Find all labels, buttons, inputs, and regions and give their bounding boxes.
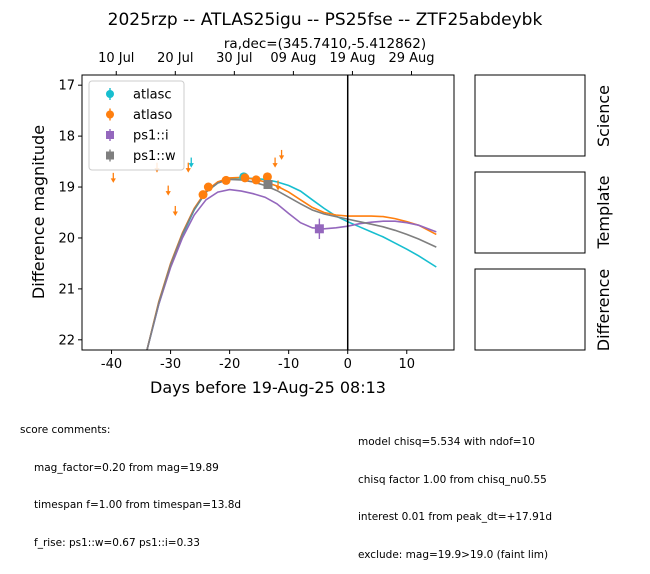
- point-marker: [221, 175, 231, 185]
- template-panel: [474, 171, 586, 254]
- difference-panel: [474, 268, 586, 351]
- upper-limit-arrow: [272, 157, 278, 168]
- x-tick-label: 0: [344, 357, 352, 372]
- data-point: [263, 179, 273, 189]
- upper-limit-head: [272, 163, 278, 168]
- legend-label: atlaso: [133, 108, 172, 123]
- plot-area: -40 -30 -20 -10 0 10 17 18 19 20 21 22 10 Jul 20 Jul 3…: [58, 51, 437, 372]
- score-comment-line: mag_factor=0.20 from mag=19.89: [34, 461, 219, 474]
- point-marker: [198, 190, 208, 200]
- legend-entry: atlaso: [106, 108, 172, 123]
- y-tick-label: 19: [58, 181, 75, 196]
- lightcurve-figure: 2025rzp -- ATLAS25igu -- PS25fse -- ZTF2…: [29, 10, 613, 397]
- x-tick-label: -10: [278, 357, 299, 372]
- point-marker: [262, 172, 272, 182]
- data-point: [198, 190, 208, 200]
- y-axis-label: Difference magnitude: [29, 125, 48, 299]
- data-point: [262, 172, 272, 182]
- model-curve-ps1--w: [146, 178, 437, 350]
- data-point: [314, 218, 324, 239]
- score-comment-line: f_rise: ps1::w=0.67 ps1::i=0.33: [34, 536, 200, 549]
- score-comments: score comments: mag_factor=0.20 from mag…: [20, 399, 241, 562]
- upper-limit-arrow: [110, 172, 116, 183]
- model-curve-atlasc: [146, 177, 437, 350]
- data-point: [221, 175, 231, 185]
- upper-limit-head: [185, 168, 191, 173]
- data-point: [240, 173, 250, 183]
- y-tick-label: 17: [58, 79, 75, 94]
- legend-box: [88, 80, 185, 171]
- model-curve-ps1--i: [146, 188, 437, 350]
- model-comments: model chisq=5.534 with ndof=10 chisq fac…: [358, 411, 552, 574]
- y-tick-label: 18: [58, 130, 75, 145]
- data-point: [251, 175, 261, 185]
- model-comment-line: exclude: mag=19.9>19.0 (faint lim): [358, 548, 549, 561]
- upper-limit-arrow: [172, 205, 178, 216]
- upper-limit-head: [275, 185, 281, 191]
- point-marker: [251, 175, 261, 185]
- legend-label: ps1::i: [133, 129, 169, 144]
- upper-limit-arrow: [278, 149, 285, 160]
- x-tick-label: -20: [219, 357, 240, 372]
- score-comment-line: timespan f=1.00 from timespan=13.8d: [34, 499, 242, 511]
- point-marker: [203, 182, 213, 192]
- figure-title: 2025rzp -- ATLAS25igu -- PS25fse -- ZTF2…: [108, 10, 543, 30]
- template-panel-label: Template: [594, 175, 613, 249]
- plot-clip-group: [110, 149, 437, 350]
- upper-limit-arrow: [165, 185, 171, 196]
- upper-limit-arrow: [185, 162, 191, 173]
- legend-marker: [106, 131, 114, 139]
- top-date-label: 29 Aug: [388, 51, 434, 66]
- legend-label: ps1::w: [133, 149, 176, 164]
- legend-label: atlasc: [133, 88, 172, 103]
- upper-limit-arrow: [275, 180, 281, 191]
- top-date-label: 30 Jul: [216, 51, 252, 66]
- legend-marker: [106, 90, 114, 98]
- model-comment-line: chisq factor 1.00 from chisq_nu0.55: [358, 473, 547, 486]
- upper-limit-arrow: [188, 157, 194, 168]
- top-date-label: 09 Aug: [270, 51, 316, 66]
- score-comments-header: score comments:: [20, 424, 111, 436]
- upper-limit-head: [110, 178, 116, 183]
- legend-entry: ps1::w: [106, 149, 176, 164]
- x-tick-label: 10: [398, 357, 415, 372]
- x-axis-label: Days before 19-Aug-25 08:13: [150, 378, 386, 397]
- upper-limit-head: [165, 191, 171, 196]
- science-panel: [474, 74, 586, 157]
- top-date-label: 10 Jul: [98, 51, 134, 66]
- upper-limit-head: [278, 155, 285, 160]
- y-tick-label: 20: [58, 231, 75, 246]
- x-tick-label: -40: [101, 357, 122, 372]
- axes-frame: [81, 74, 455, 351]
- legend-marker: [106, 110, 114, 119]
- data-point: [203, 182, 213, 192]
- point-marker: [240, 173, 250, 183]
- x-tick-label: -30: [160, 357, 181, 372]
- upper-limit-head: [172, 211, 178, 216]
- science-panel-label: Science: [594, 85, 613, 147]
- point-marker: [263, 179, 273, 189]
- legend-marker: [106, 151, 114, 160]
- point-marker: [314, 224, 324, 234]
- legend-entry: atlasc: [106, 88, 172, 103]
- model-comment-line: model chisq=5.534 with ndof=10: [358, 436, 535, 448]
- figure-subtitle: ra,dec=(345.7410,-5.412862): [224, 36, 426, 52]
- difference-panel-label: Difference: [594, 269, 613, 351]
- legend-entry: ps1::i: [106, 129, 169, 144]
- model-comment-line: interest 0.01 from peak_dt=+17.91d: [358, 511, 553, 523]
- y-tick-label: 22: [58, 333, 75, 348]
- model-curve-atlaso: [146, 176, 437, 350]
- top-date-label: 19 Aug: [329, 51, 375, 66]
- top-date-label: 20 Jul: [157, 51, 193, 66]
- y-tick-label: 21: [58, 282, 75, 297]
- upper-limit-head: [188, 163, 194, 168]
